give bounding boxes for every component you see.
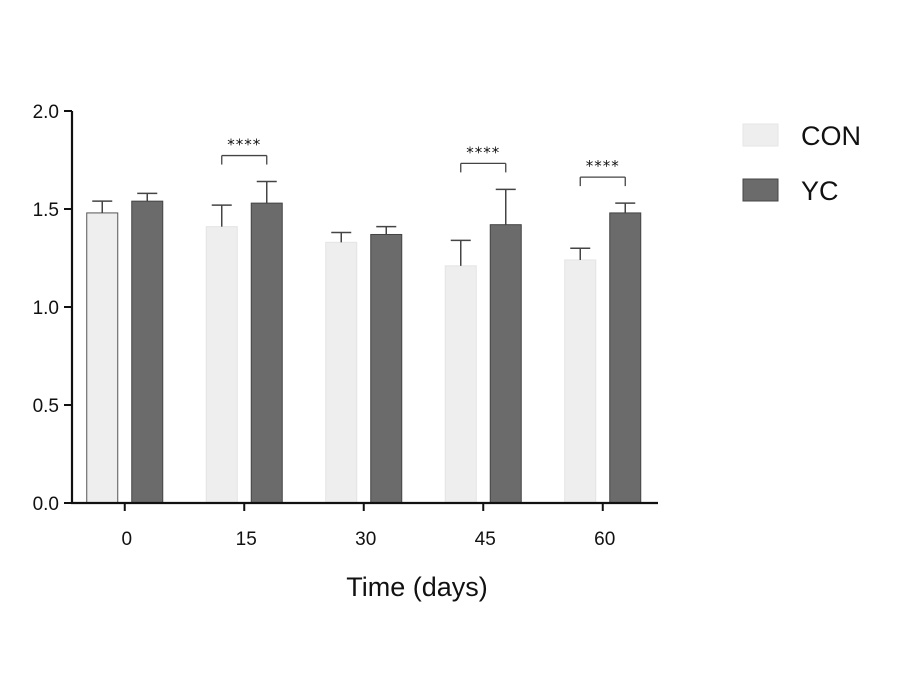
bar-yc <box>489 224 522 504</box>
bar-yc <box>131 200 164 504</box>
x-tick-label: 15 <box>236 529 257 550</box>
significance-layer: **** **** **** <box>221 136 626 187</box>
significance-label: **** <box>227 136 261 154</box>
bar-con <box>444 265 477 504</box>
bars-layer <box>86 200 642 504</box>
x-tick-label: 60 <box>594 529 615 550</box>
y-ticks: 0.0 0.5 1.0 1.5 2.0 <box>33 102 72 515</box>
significance-label: **** <box>466 143 500 161</box>
bar-con <box>205 226 238 504</box>
y-tick-label: 0.0 <box>33 494 59 515</box>
legend-label-yc: YC <box>801 176 839 206</box>
x-ticks: 0 15 30 45 60 <box>121 503 615 550</box>
x-tick-label: 30 <box>355 529 376 550</box>
bar-con <box>86 212 119 504</box>
significance-label: **** <box>586 157 620 175</box>
legend-swatch-yc <box>742 178 779 202</box>
bar-yc <box>370 233 403 504</box>
legend: CON YC <box>742 121 861 206</box>
y-tick-label: 1.0 <box>33 298 59 319</box>
bar-yc <box>609 212 642 504</box>
y-tick-label: 0.5 <box>33 396 59 417</box>
bar-con <box>325 241 358 504</box>
bar-yc <box>250 202 283 504</box>
bar-con <box>564 259 597 504</box>
y-tick-label: 1.5 <box>33 200 59 221</box>
x-axis-title: Time (days) <box>346 572 488 602</box>
legend-label-con: CON <box>801 121 861 151</box>
x-tick-label: 45 <box>475 529 496 550</box>
legend-swatch-con <box>742 123 779 147</box>
error-bars-layer <box>92 180 636 266</box>
y-tick-label: 2.0 <box>33 102 59 123</box>
x-tick-label: 0 <box>121 529 132 550</box>
